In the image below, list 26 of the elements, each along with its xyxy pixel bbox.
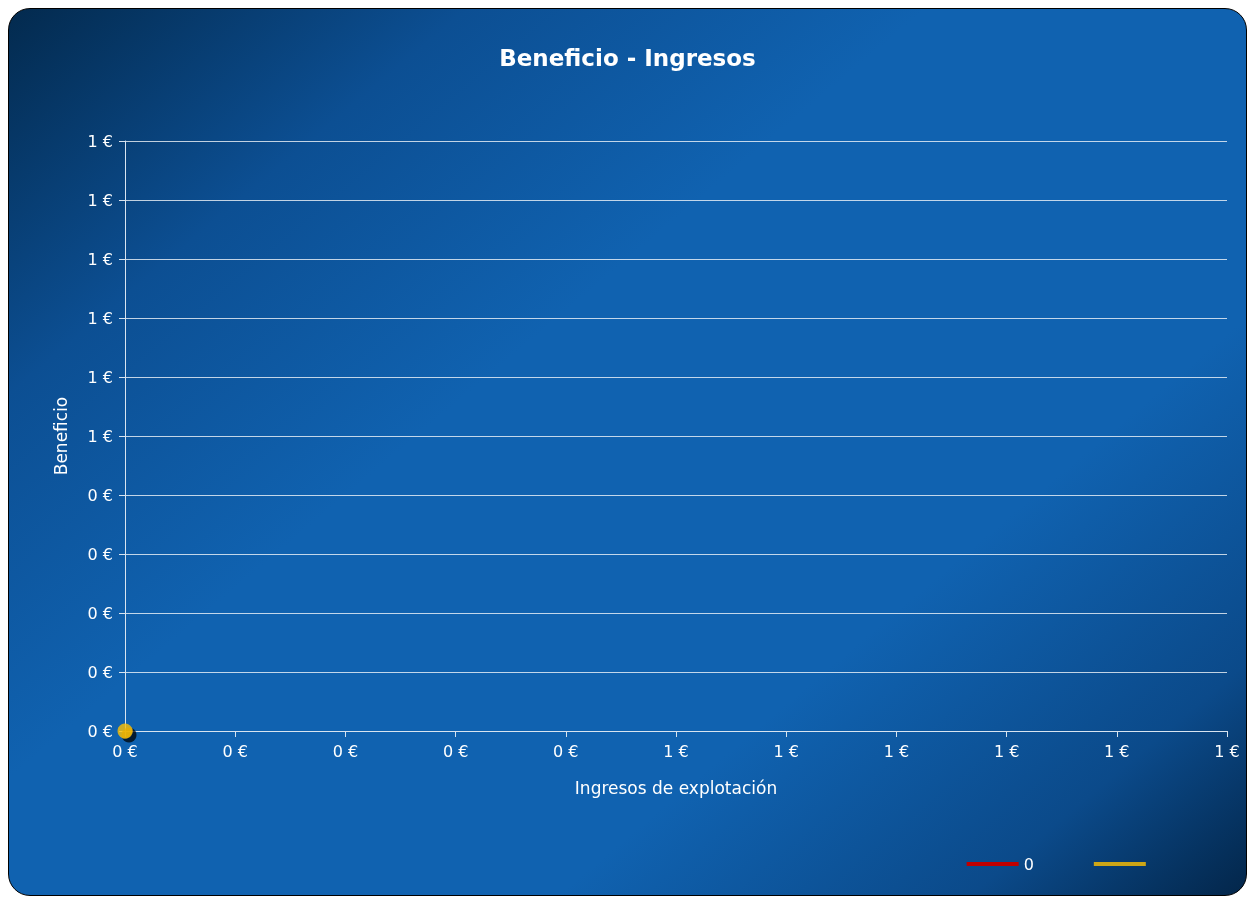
x-tick-label: 0 €	[442, 741, 469, 761]
legend-label: 0	[1023, 854, 1034, 874]
x-tick-label: 1 €	[663, 741, 689, 761]
x-tick-label: 1 €	[1104, 741, 1130, 761]
y-axis-title: Beneficio	[50, 396, 71, 476]
x-tick-label: 0 €	[553, 741, 579, 761]
x-tick-label: 0 €	[112, 741, 138, 761]
x-tick-label: 0 €	[222, 741, 248, 761]
x-tick-label: 1 €	[1214, 741, 1240, 761]
x-tick-label: 0 €	[332, 741, 359, 761]
y-tick-label: 1 €	[87, 308, 113, 328]
y-tick-label: 0 €	[87, 603, 113, 623]
y-tick-label: 1 €	[87, 190, 113, 210]
y-tick-label: 0 €	[87, 544, 113, 564]
chart-title: Beneficio - Ingresos	[499, 44, 756, 71]
y-tick-label: 1 €	[87, 131, 113, 151]
y-tick-label: 0 €	[87, 721, 113, 741]
y-tick-label: 1 €	[87, 426, 113, 446]
y-tick-label: 0 €	[87, 662, 113, 682]
x-axis-title: Ingresos de explotación	[574, 777, 778, 798]
x-tick-label: 1 €	[773, 741, 799, 761]
y-tick-label: 1 €	[87, 367, 113, 387]
x-tick-label: 1 €	[993, 741, 1020, 761]
y-tick-label: 1 €	[87, 249, 113, 269]
x-tick-label: 1 €	[883, 741, 910, 761]
y-tick-label: 0 €	[87, 485, 113, 505]
